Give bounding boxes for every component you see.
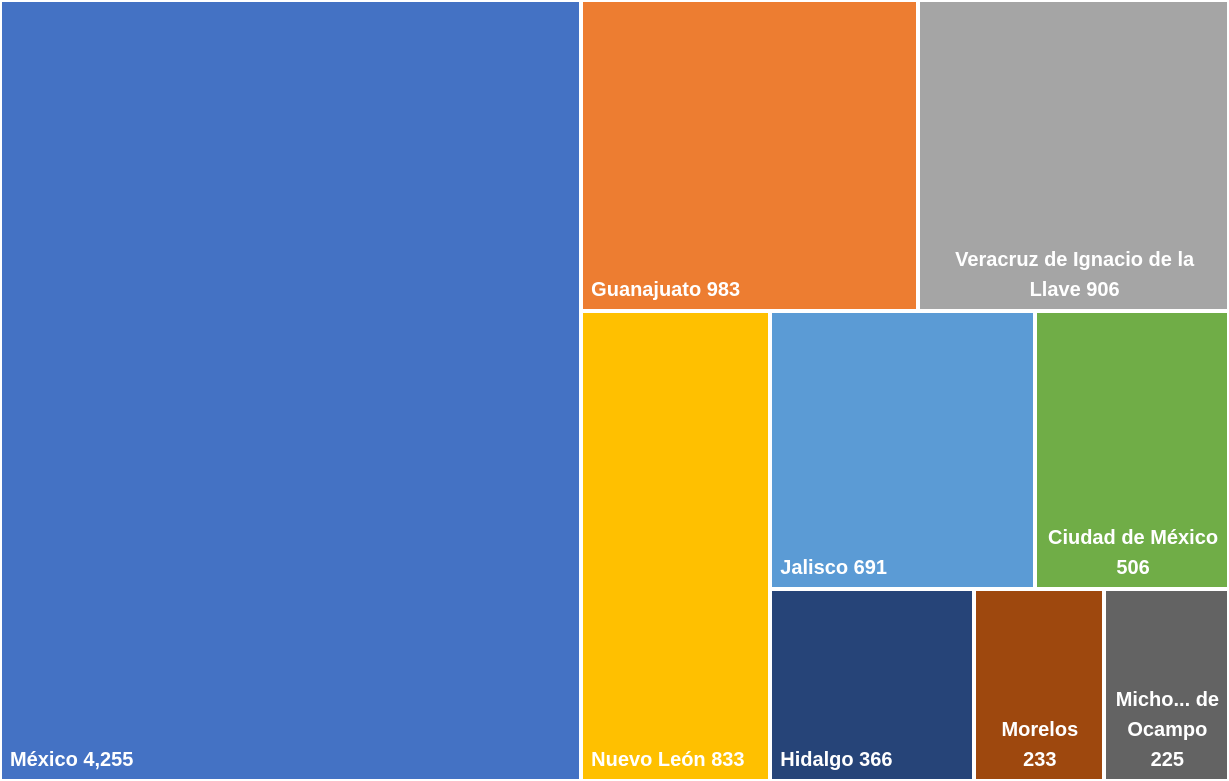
- treemap-cell: Hidalgo 366: [770, 589, 974, 781]
- category-name: Micho... de Ocampo: [1115, 688, 1220, 741]
- value-label: 906: [1086, 279, 1120, 302]
- value-label: 691: [853, 557, 888, 580]
- cell-label: México 4,255: [2, 745, 579, 779]
- category-name: Veracruz de Ignacio de la Llave: [955, 249, 1195, 302]
- value-label: 833: [711, 748, 745, 771]
- treemap-cell: Veracruz de Ignacio de la Llave 906: [918, 0, 1229, 312]
- cell-label: Guanajuato 983: [583, 275, 916, 309]
- treemap-cell: Nuevo León 833: [581, 311, 771, 781]
- category-name: México: [10, 749, 78, 771]
- category-name: Hidalgo: [780, 748, 854, 771]
- category-name: Nuevo León: [591, 748, 706, 771]
- treemap-cell: Guanajuato 983: [581, 0, 919, 312]
- cell-label: Veracruz de Ignacio de la Llave 906: [920, 245, 1227, 309]
- treemap-cell: Ciudad de México 506: [1035, 311, 1229, 590]
- treemap-cell: México 4,255: [0, 0, 582, 781]
- value-label: 225: [1150, 748, 1185, 771]
- cell-label: Micho... de Ocampo 225: [1106, 685, 1227, 779]
- value-label: 4,255: [83, 749, 134, 771]
- value-label: 366: [859, 748, 893, 771]
- treemap-cell: Morelos 233: [974, 589, 1104, 781]
- treemap-cell: Jalisco 691: [770, 311, 1036, 590]
- treemap-cell: Micho... de Ocampo 225: [1103, 589, 1229, 781]
- cell-label: Jalisco 691: [772, 553, 1033, 587]
- category-name: Ciudad de México: [1048, 527, 1219, 550]
- cell-label: Hidalgo 366: [772, 745, 972, 779]
- value-label: 233: [1023, 748, 1057, 771]
- category-name: Morelos: [1001, 718, 1079, 741]
- value-label: 983: [706, 279, 741, 302]
- cell-label: Morelos 233: [976, 715, 1102, 779]
- cell-label: Nuevo León 833: [583, 745, 768, 779]
- cell-label: Ciudad de México 506: [1037, 523, 1227, 587]
- value-label: 506: [1116, 557, 1150, 580]
- category-name: Guanajuato: [591, 279, 702, 302]
- category-name: Jalisco: [780, 557, 849, 580]
